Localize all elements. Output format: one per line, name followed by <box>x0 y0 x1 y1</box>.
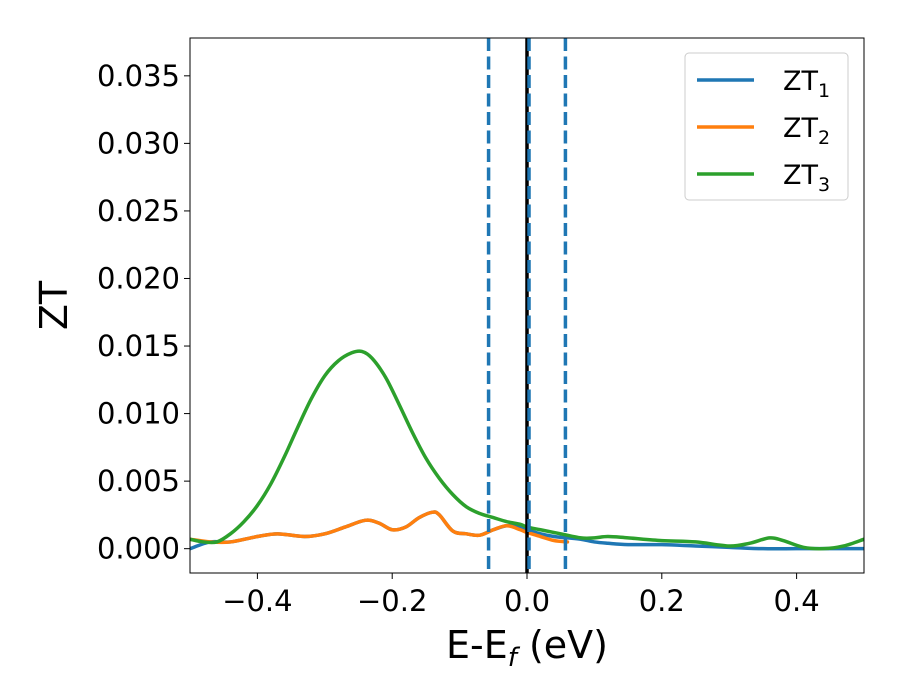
x-tick-label: 0.0 <box>504 584 550 618</box>
x-tick-label: −0.2 <box>357 584 427 618</box>
y-tick-label: 0.030 <box>97 126 180 160</box>
legend: ZT1 ZT2 ZT3 <box>684 52 849 201</box>
x-axis-label-unit: (eV) <box>517 623 608 667</box>
x-axis-label: E-Ef (eV) <box>446 623 608 673</box>
axis-ticks: −0.4 −0.2 0.0 0.2 0.4 0.000 0.005 0.010 0.015 0.0… <box>97 59 820 618</box>
legend-label-zt3: ZT3 <box>783 160 830 196</box>
y-tick-label: 0.020 <box>97 261 180 295</box>
x-tick-label: 0.2 <box>639 584 685 618</box>
y-tick-label: 0.025 <box>97 194 180 228</box>
x-tick-label: −0.4 <box>222 584 292 618</box>
x-axis-label-main: E-E <box>446 623 508 667</box>
y-tick-label: 0.015 <box>97 329 180 363</box>
reference-lines <box>486 38 568 573</box>
y-axis-label: ZT <box>32 280 76 330</box>
series-lines <box>190 349 864 551</box>
y-tick-label: 0.000 <box>97 532 180 566</box>
series-line-zt3 <box>190 349 864 551</box>
legend-label-zt2: ZT2 <box>783 113 830 149</box>
y-tick-label: 0.005 <box>97 464 180 498</box>
legend-box <box>684 52 849 201</box>
y-tick-label: 0.010 <box>97 397 180 431</box>
x-tick-label: 0.4 <box>774 584 820 618</box>
y-tick-label: 0.035 <box>97 59 180 93</box>
series-line-zt2 <box>190 510 570 545</box>
legend-label-zt1: ZT1 <box>783 66 830 102</box>
